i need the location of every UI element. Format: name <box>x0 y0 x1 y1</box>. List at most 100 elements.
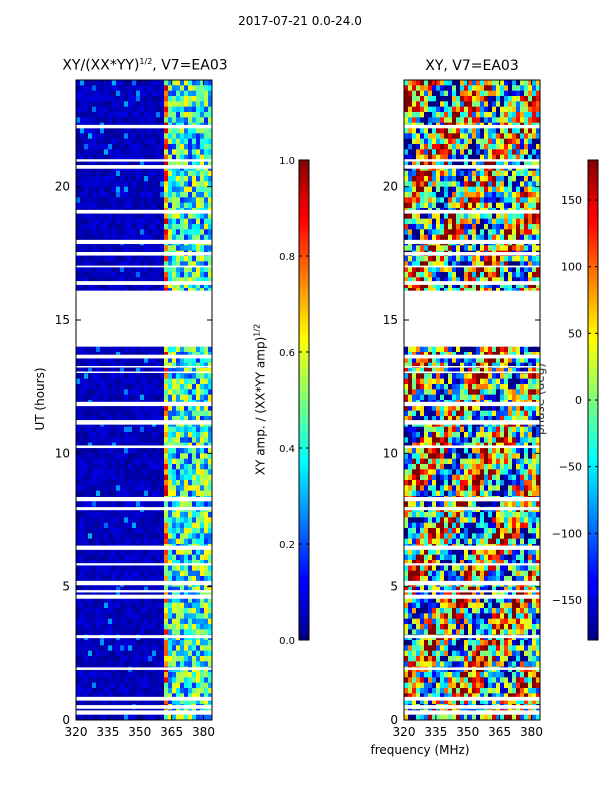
heatmap-cell <box>88 560 93 566</box>
heatmap-cell <box>124 517 129 524</box>
heatmap-cell <box>516 112 521 118</box>
heatmap-cell <box>80 197 85 204</box>
heatmap-cell <box>116 117 121 124</box>
no-data-row <box>76 124 212 129</box>
heatmap-cell <box>524 101 529 108</box>
heatmap-cell <box>412 106 417 113</box>
heatmap-cell <box>112 432 117 438</box>
heatmap-cell <box>200 96 205 102</box>
heatmap-cell <box>156 426 161 433</box>
heatmap-cell <box>80 453 85 460</box>
heatmap-cell <box>468 202 473 209</box>
heatmap-cell <box>128 192 133 198</box>
heatmap-cell <box>184 474 189 481</box>
heatmap-cell <box>208 218 213 225</box>
heatmap-cell <box>196 389 201 396</box>
heatmap-cell <box>104 698 109 705</box>
heatmap-cell <box>80 90 85 97</box>
heatmap-cell <box>144 85 149 92</box>
heatmap-cell <box>184 549 189 556</box>
heatmap-cell <box>192 453 197 460</box>
heatmap-cell <box>136 656 141 662</box>
heatmap-cell <box>80 176 85 182</box>
heatmap-cell <box>468 85 473 92</box>
heatmap-cell <box>116 645 121 652</box>
heatmap-cell <box>144 501 149 508</box>
heatmap-cell <box>428 106 433 113</box>
heatmap-cell <box>76 261 81 268</box>
heatmap-cell <box>408 112 413 118</box>
heatmap-cell <box>104 261 109 268</box>
heatmap-cell <box>180 138 185 145</box>
heatmap-cell <box>160 464 165 470</box>
heatmap-cell <box>164 688 169 694</box>
heatmap-cell <box>172 373 177 380</box>
heatmap-cell <box>472 149 477 156</box>
heatmap-cell <box>84 133 89 140</box>
heatmap-cell <box>144 570 149 577</box>
heatmap-cell <box>100 597 105 604</box>
heatmap-cell <box>116 373 121 380</box>
heatmap-cell <box>500 144 505 150</box>
heatmap-cell <box>136 538 141 545</box>
heatmap-cell <box>204 416 209 422</box>
heatmap-cell <box>76 597 81 604</box>
heatmap-cell <box>84 410 89 417</box>
heatmap-cell <box>164 197 169 204</box>
heatmap-cell <box>144 490 149 497</box>
heatmap-cell <box>92 570 97 577</box>
heatmap-cell <box>132 453 137 460</box>
heatmap-cell <box>436 149 441 156</box>
heatmap-cell <box>184 202 189 209</box>
heatmap-cell <box>108 266 113 273</box>
heatmap-cell <box>480 133 485 140</box>
heatmap-cell <box>184 373 189 380</box>
heatmap-cell <box>184 394 189 401</box>
heatmap-cell <box>516 144 521 150</box>
heatmap-cell <box>180 570 185 577</box>
heatmap-cell <box>108 688 113 694</box>
heatmap-cell <box>472 117 477 124</box>
heatmap-cell <box>84 85 89 92</box>
heatmap-cell <box>472 106 477 113</box>
heatmap-cell <box>88 346 93 353</box>
heatmap-cell <box>460 96 465 102</box>
heatmap-cell <box>208 458 213 465</box>
heatmap-cell <box>168 538 173 545</box>
heatmap-cell <box>92 213 97 220</box>
heatmap-cell <box>92 650 97 657</box>
heatmap-cell <box>168 693 173 700</box>
heatmap-cell <box>104 256 109 262</box>
heatmap-cell <box>160 474 165 481</box>
heatmap-cell <box>148 618 153 625</box>
heatmap-cell <box>180 181 185 188</box>
heatmap-cell <box>436 85 441 92</box>
heatmap-cell <box>92 474 97 481</box>
heatmap-cell <box>208 645 213 652</box>
heatmap-cell <box>524 133 529 140</box>
heatmap-cell <box>168 714 173 721</box>
heatmap-cell <box>464 128 469 134</box>
heatmap-cell <box>84 645 89 652</box>
heatmap-cell <box>100 698 105 705</box>
heatmap-cell <box>184 682 189 689</box>
heatmap-cell <box>128 629 133 636</box>
heatmap-cell <box>96 133 101 140</box>
heatmap-cell <box>120 138 125 145</box>
heatmap-cell <box>176 186 181 193</box>
heatmap-cell <box>140 469 145 476</box>
heatmap-cell <box>196 144 201 150</box>
heatmap-cell <box>204 90 209 97</box>
heatmap-cell <box>204 528 209 534</box>
heatmap-cell <box>200 176 205 182</box>
heatmap-cell <box>92 554 97 561</box>
frequency-xlabel: frequency (MHz) <box>370 743 470 757</box>
heatmap-cell <box>508 197 513 204</box>
heatmap-cell <box>168 101 173 108</box>
heatmap-cell <box>500 106 505 113</box>
heatmap-cell <box>104 106 109 113</box>
heatmap-cell <box>176 160 181 166</box>
heatmap-cell <box>84 181 89 188</box>
heatmap-cell <box>148 522 153 529</box>
heatmap-cell <box>116 96 121 102</box>
